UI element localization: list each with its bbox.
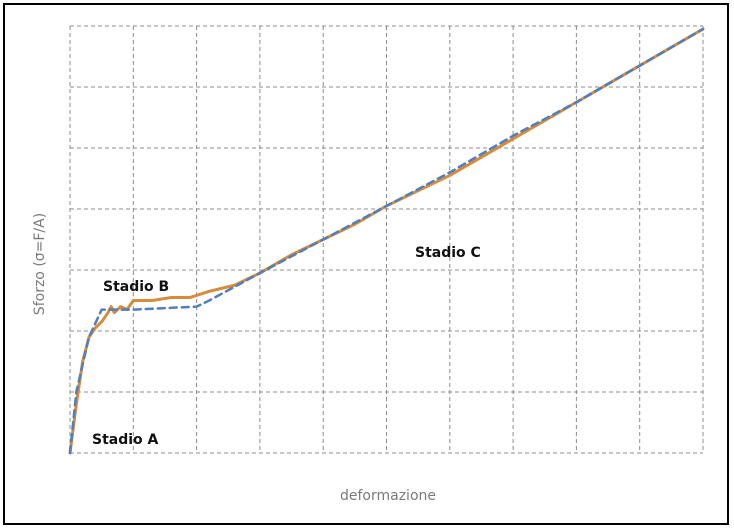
annotation-stadio-c: Stadio C — [415, 245, 481, 261]
y-axis-label: Sforzo (σ=F/A) — [32, 213, 48, 315]
series-line-dashed — [68, 27, 705, 455]
x-axis-label: deformazione — [340, 488, 436, 504]
chart-grid — [69, 25, 704, 454]
chart-frame — [3, 3, 729, 525]
annotation-stadio-b: Stadio B — [103, 279, 169, 295]
series-line-solid — [68, 27, 705, 455]
annotation-stadio-a: Stadio A — [92, 432, 159, 448]
series-layer — [68, 27, 705, 455]
